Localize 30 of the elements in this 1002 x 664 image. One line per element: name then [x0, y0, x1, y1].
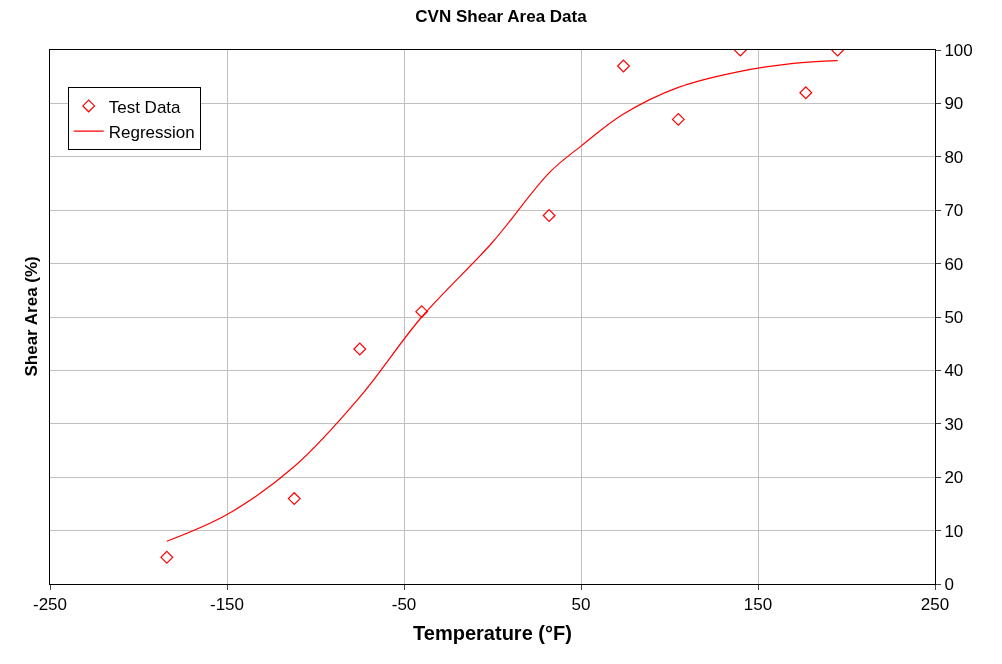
legend-label: Test Data — [108, 97, 182, 117]
y-tick-label: 20 — [944, 468, 964, 488]
x-tick-label: 150 — [743, 595, 773, 615]
y-tick-label: 10 — [944, 521, 964, 541]
point — [542, 209, 556, 222]
point — [353, 342, 367, 356]
legend-label: Regression — [108, 122, 195, 142]
point — [160, 550, 174, 564]
point — [617, 59, 630, 73]
x-tick-label: -250 — [32, 595, 68, 615]
chart-title: CVN Shear Area Data — [415, 6, 588, 26]
point — [799, 86, 813, 100]
x-tick-label: 50 — [571, 595, 591, 615]
y-tick-label: 0 — [944, 574, 954, 594]
y-tick-label: 50 — [944, 307, 964, 327]
y-tick-label: 80 — [944, 147, 964, 167]
y-tick-label: 60 — [944, 254, 964, 274]
y-tick-label: 100 — [944, 40, 973, 60]
y-tick-label: 30 — [944, 414, 964, 434]
y-tick-label: 40 — [944, 361, 964, 381]
point — [671, 112, 685, 126]
point — [287, 492, 301, 506]
y-axis-title: Shear Area (%) — [21, 256, 41, 377]
x-tick-label: 250 — [920, 595, 950, 615]
point — [415, 305, 429, 319]
x-tick-label: -50 — [391, 595, 417, 615]
x-tick-label: -150 — [209, 595, 245, 615]
y-tick-label: 70 — [944, 201, 964, 221]
x-axis-title: Temperature (°F) — [413, 621, 572, 644]
y-tick-label: 90 — [944, 94, 964, 114]
